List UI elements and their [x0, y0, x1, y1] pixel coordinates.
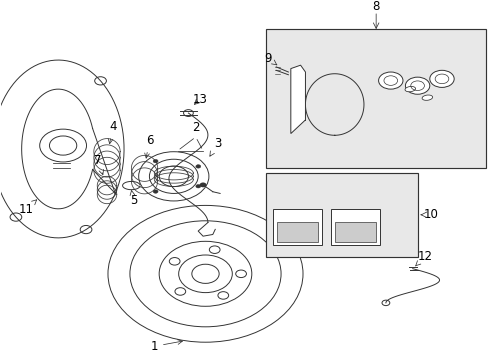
- Circle shape: [196, 185, 200, 188]
- Bar: [266, 29, 485, 168]
- Text: 3: 3: [209, 138, 221, 156]
- Ellipse shape: [404, 86, 415, 92]
- Circle shape: [381, 300, 389, 306]
- Bar: [272, 209, 321, 245]
- Ellipse shape: [421, 95, 432, 100]
- Bar: [276, 222, 317, 242]
- Text: 13: 13: [192, 93, 206, 106]
- Circle shape: [405, 77, 429, 94]
- Circle shape: [378, 72, 402, 89]
- Circle shape: [199, 183, 206, 187]
- Text: 4: 4: [108, 120, 116, 144]
- Text: 7: 7: [94, 154, 103, 175]
- Text: 8: 8: [372, 0, 379, 13]
- Bar: [266, 173, 417, 257]
- Text: 10: 10: [423, 208, 437, 221]
- Text: 11: 11: [19, 200, 37, 216]
- Text: 1: 1: [150, 340, 182, 353]
- Circle shape: [153, 190, 158, 193]
- Text: 9: 9: [264, 52, 276, 65]
- Text: 5: 5: [129, 190, 137, 207]
- Bar: [334, 222, 375, 242]
- Text: 12: 12: [415, 250, 431, 266]
- Text: 2: 2: [192, 121, 199, 134]
- Polygon shape: [290, 65, 305, 134]
- Circle shape: [153, 159, 158, 163]
- Circle shape: [429, 70, 453, 87]
- Circle shape: [196, 165, 200, 168]
- Bar: [330, 209, 379, 245]
- Text: 6: 6: [144, 134, 153, 158]
